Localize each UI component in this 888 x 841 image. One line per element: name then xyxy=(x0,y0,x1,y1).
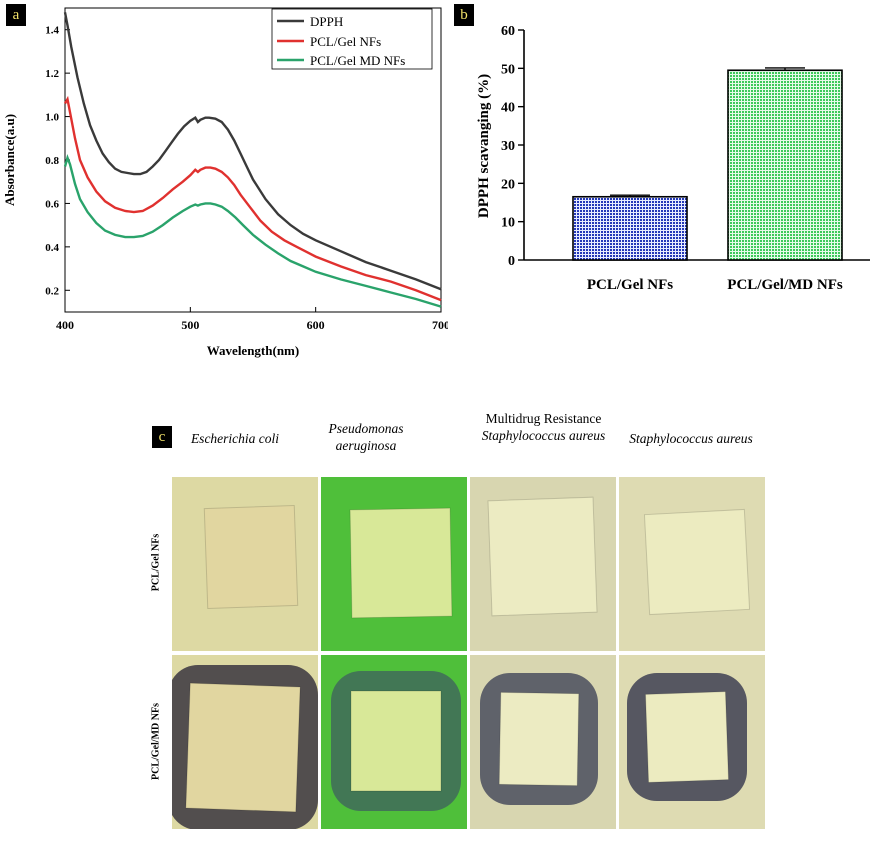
column-header-1: Pseudomonas aeruginosa xyxy=(316,420,416,454)
y-tick-label: 0.4 xyxy=(45,242,59,254)
column-header-line: Staphylococcus aureus xyxy=(629,431,753,446)
y-tick-label: 20 xyxy=(501,177,515,192)
nanofiber-film xyxy=(185,682,301,813)
column-header-3: Staphylococcus aureus xyxy=(616,430,766,447)
legend-label-pcl-gel-md: PCL/Gel MD NFs xyxy=(310,53,405,68)
y-tick-label: 50 xyxy=(501,62,515,77)
row-label-pcl-gel: PCL/Gel NFs xyxy=(150,533,162,592)
y-tick-label: 0 xyxy=(508,254,515,269)
petri-dish-1-2 xyxy=(470,655,616,829)
column-header-line: Multidrug Resistance xyxy=(485,411,602,426)
x-tick-label: 500 xyxy=(181,318,199,332)
y-tick-label: 60 xyxy=(501,24,515,39)
bar-1 xyxy=(727,69,843,261)
nanofiber-film xyxy=(498,691,580,787)
panel-label-b: b xyxy=(454,4,474,26)
x-axis-label: Wavelength(nm) xyxy=(207,343,299,358)
petri-dish-0-2 xyxy=(470,477,616,651)
column-header-2: Multidrug Resistance Staphylococcus aureu… xyxy=(466,410,621,444)
nanofiber-film xyxy=(203,504,299,610)
y-tick-label: 1.2 xyxy=(45,68,59,80)
column-header-line: Escherichia coli xyxy=(190,431,280,446)
y-axis-label: Absorbance(a.u) xyxy=(2,114,17,206)
legend: DPPH PCL/Gel NFs PCL/Gel MD NFs xyxy=(271,8,433,70)
absorbance-line-chart: 400 500 600 700 0.2 0.4 0.6 0.8 1.0 1.2 1.4 Wavele… xyxy=(2,7,448,358)
y-tick-label: 30 xyxy=(501,139,515,154)
petri-dish-1-1 xyxy=(321,655,467,829)
petri-dish-0-1 xyxy=(321,477,467,651)
petri-dish-1-0 xyxy=(172,655,318,829)
x-tick-label: 400 xyxy=(56,318,74,332)
bar-0 xyxy=(572,195,688,261)
series-line-0 xyxy=(63,12,442,291)
y-tick-label: 10 xyxy=(501,216,515,231)
nanofiber-film xyxy=(349,507,453,619)
column-header-line: aeruginosa xyxy=(335,438,397,453)
column-header-0: Escherichia coli xyxy=(180,430,290,447)
petri-dish-0-0 xyxy=(172,477,318,651)
category-label: PCL/Gel NFs xyxy=(587,277,673,293)
antibacterial-plate-grid xyxy=(172,477,766,831)
petri-dish-0-3 xyxy=(619,477,765,651)
panel-label-c: c xyxy=(152,426,172,448)
panel-label-a: a xyxy=(6,4,26,26)
y-tick-label: 1.0 xyxy=(45,112,59,124)
y-tick-label: 0.6 xyxy=(45,198,59,210)
nanofiber-film xyxy=(643,508,751,616)
y-tick-label: 0.8 xyxy=(45,155,59,167)
x-tick-label: 600 xyxy=(307,318,325,332)
column-header-line: Pseudomonas xyxy=(328,421,404,436)
category-label: PCL/Gel/MD NFs xyxy=(727,277,843,293)
column-header-line: Staphylococcus aureus xyxy=(481,428,606,443)
series-line-2 xyxy=(63,154,442,308)
nanofiber-film xyxy=(644,691,730,783)
petri-dish-1-3 xyxy=(619,655,765,829)
row-label-pcl-gel-md: PCL/Gel/MD NFs xyxy=(150,703,162,780)
y-axis-label: DPPH scavanging (%) xyxy=(476,74,492,218)
legend-label-dpph: DPPH xyxy=(310,14,343,29)
x-tick-label: 700 xyxy=(432,318,448,332)
y-tick-label: 0.2 xyxy=(45,285,59,297)
series-line-1 xyxy=(63,95,442,302)
y-tick-label: 1.4 xyxy=(45,25,59,37)
nanofiber-film xyxy=(350,690,442,792)
legend-label-pcl-gel: PCL/Gel NFs xyxy=(310,34,381,49)
nanofiber-film xyxy=(487,496,598,617)
y-tick-label: 40 xyxy=(501,101,515,116)
